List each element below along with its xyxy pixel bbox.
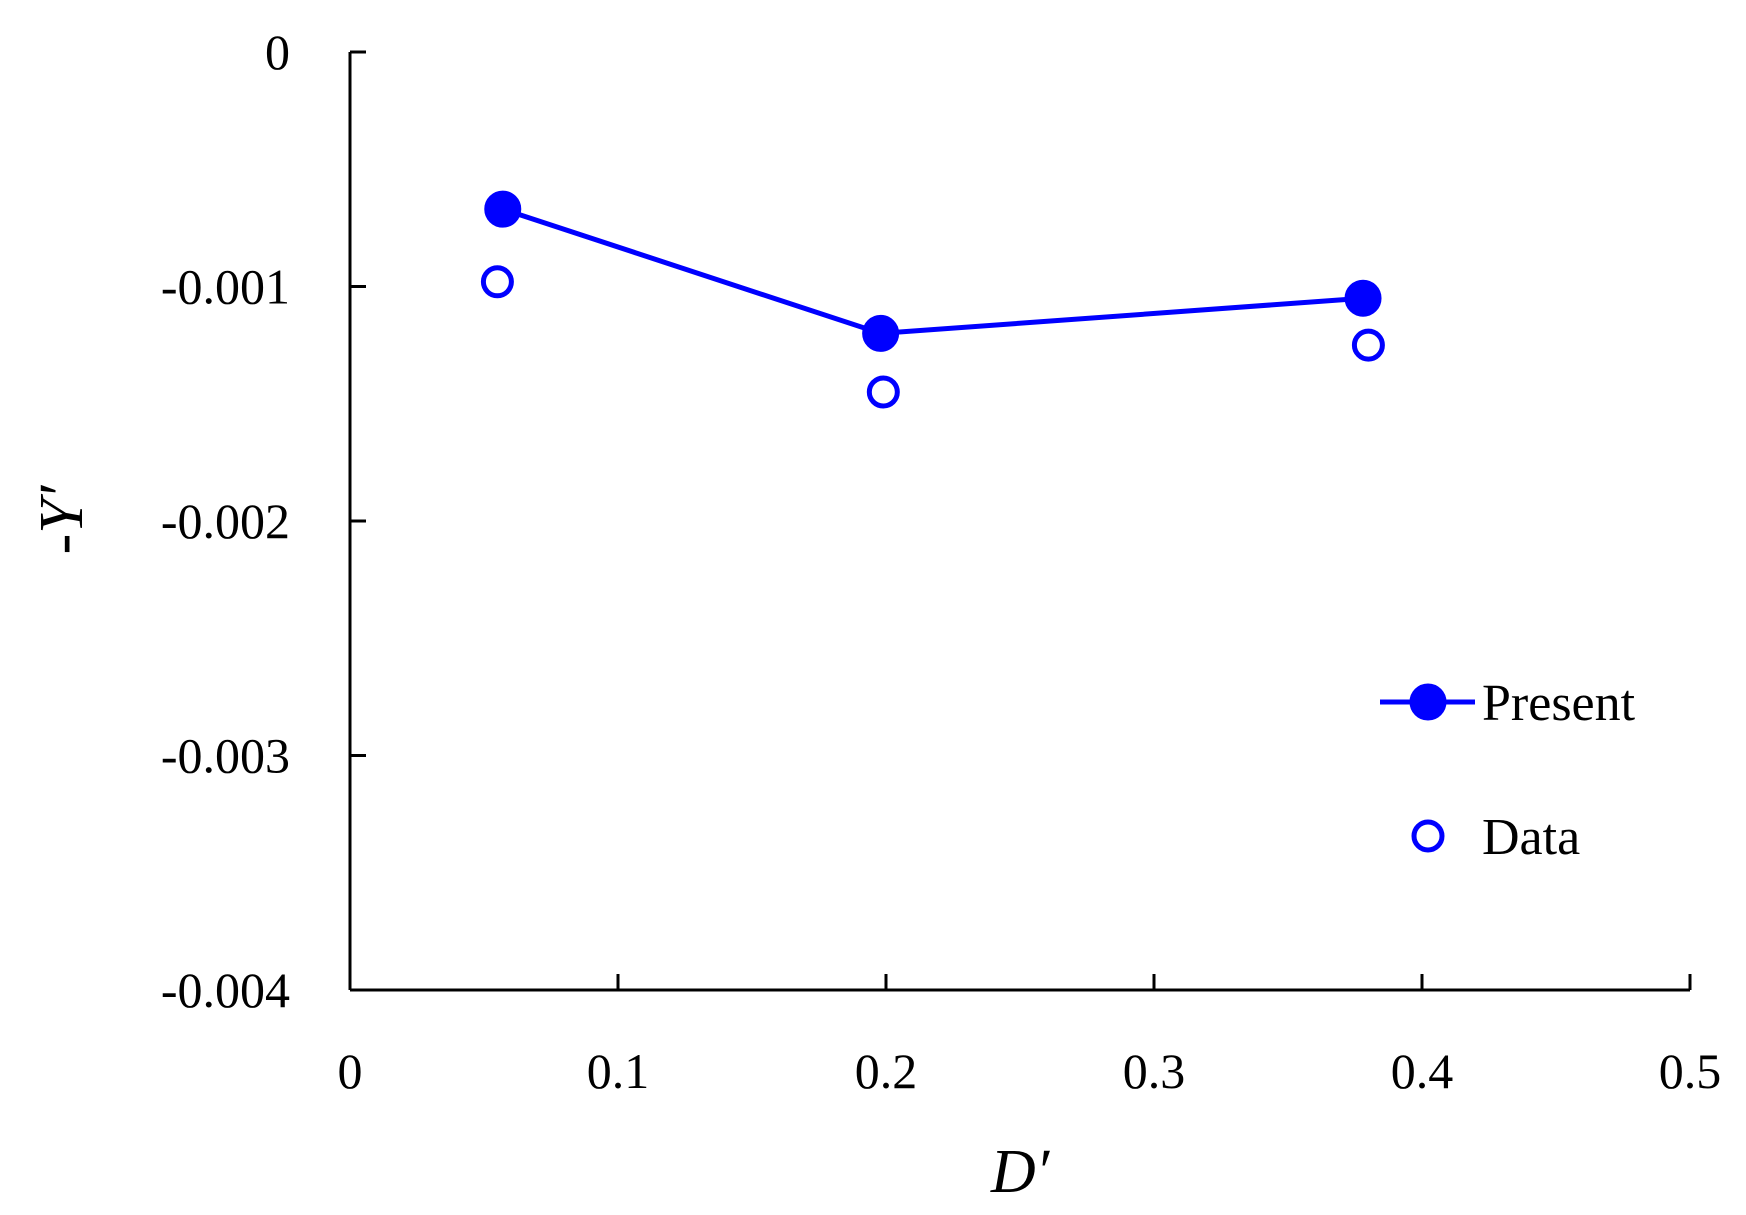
legend-data-label: Data [1482, 809, 1580, 866]
y-tick-label: 0 [265, 24, 290, 80]
y-tick-label: -0.003 [161, 728, 290, 784]
x-tick-label: 0.3 [1123, 1043, 1186, 1099]
y-tick-label: -0.004 [161, 962, 290, 1018]
data-point [1351, 328, 1385, 362]
legend-present-marker [1409, 683, 1447, 721]
y-tick-label: -0.001 [161, 259, 290, 315]
x-axis-title: D′ [990, 1138, 1051, 1206]
present-point [484, 190, 522, 228]
y-tick-label: -0.002 [161, 493, 290, 549]
x-tick-label: 0.4 [1391, 1043, 1454, 1099]
present-point [862, 314, 900, 352]
y-ticks: 0 -0.001 -0.002 -0.003 -0.004 [161, 24, 366, 1018]
legend: Present Data [1380, 675, 1636, 866]
x-tick-label: 0 [338, 1043, 363, 1099]
legend-data-marker [1411, 819, 1445, 853]
x-ticks: 0 0.1 0.2 0.3 0.4 0.5 [338, 974, 1722, 1099]
present-series-line [501, 206, 1364, 336]
x-tick-label: 0.5 [1659, 1043, 1722, 1099]
legend-present-label: Present [1482, 675, 1636, 732]
x-tick-label: 0.2 [855, 1043, 918, 1099]
present-point [1344, 279, 1382, 317]
series-layer [480, 190, 1385, 409]
data-point [480, 265, 514, 299]
data-point [866, 375, 900, 409]
x-tick-label: 0.1 [587, 1043, 650, 1099]
y-axis-title: -Y′ [28, 484, 96, 554]
